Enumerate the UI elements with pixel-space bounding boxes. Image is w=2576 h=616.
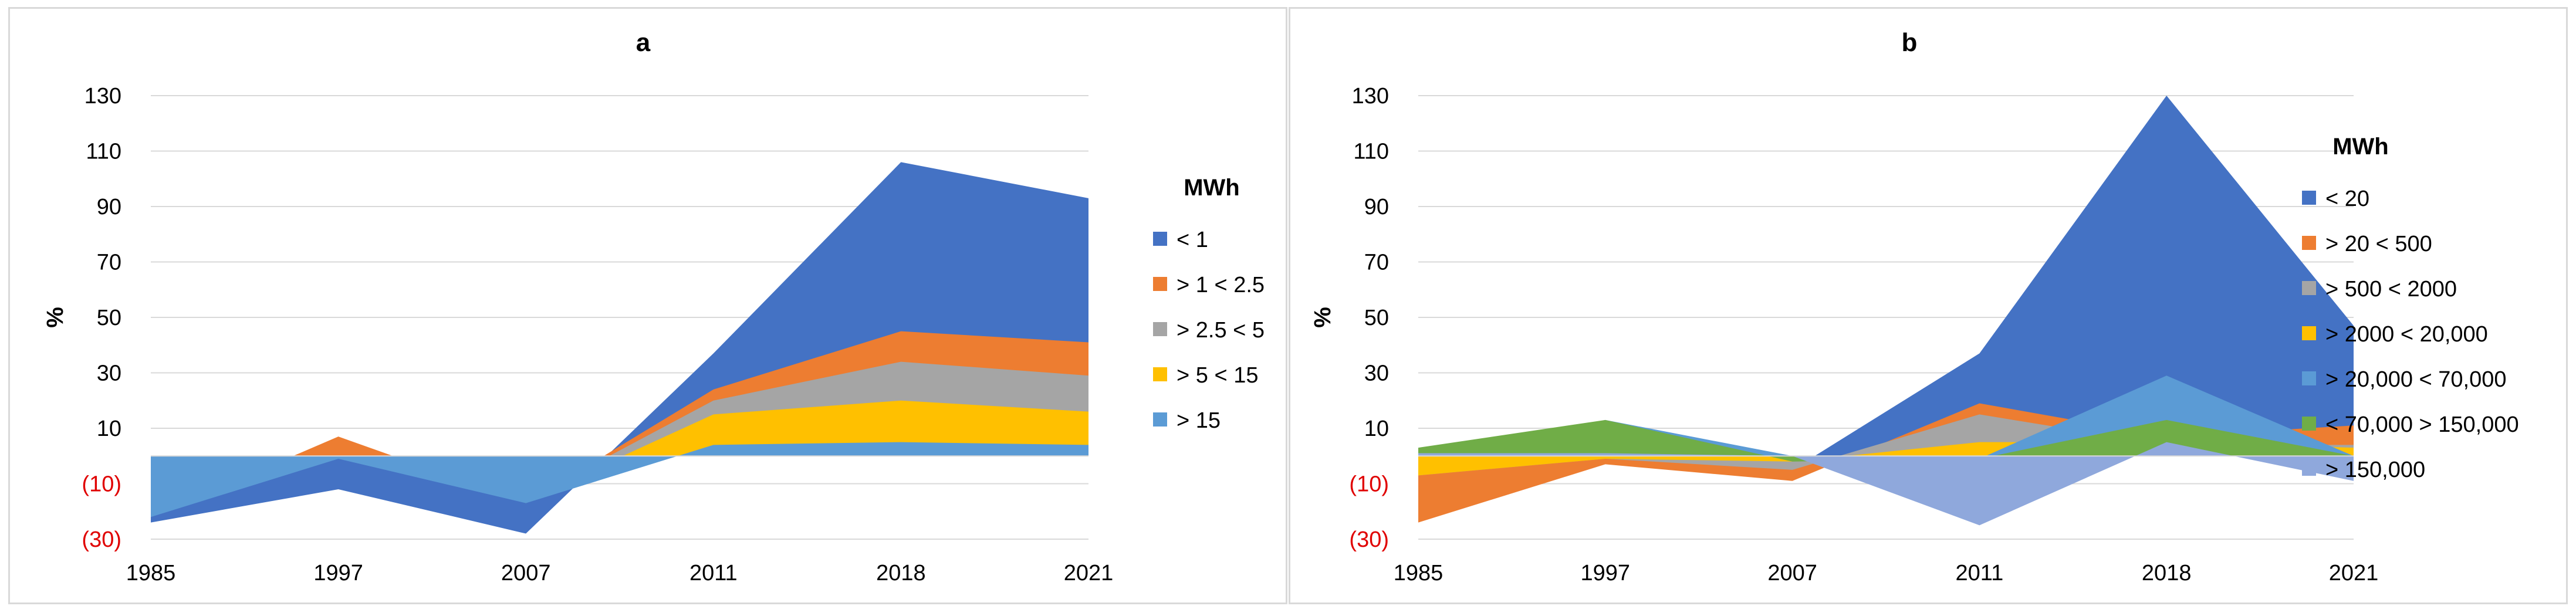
area-series-3 <box>151 361 1088 512</box>
legend-swatch <box>2302 371 2316 385</box>
legend-label: > 150,000 <box>2325 458 2425 482</box>
area-series-4 <box>151 400 1088 500</box>
y-tick-label: 70 <box>97 251 121 275</box>
area-series-3 <box>1418 414 2354 476</box>
legend-title: MWh <box>2332 134 2389 160</box>
y-tick-label: 110 <box>1353 140 1389 164</box>
y-tick-label: 90 <box>97 195 121 219</box>
y-axis-label: % <box>42 307 68 328</box>
y-tick-label: 30 <box>1364 361 1389 386</box>
x-tick-label: 1985 <box>126 561 176 585</box>
chart-a-canvas: a% 130 110 90 70 50 30 10 (10) (30)1985 1997 2007 20… <box>42 28 1265 585</box>
y-tick-label: (30) <box>1349 527 1389 552</box>
x-tick-label: 2021 <box>1064 561 1114 585</box>
legend-title: MWh <box>1184 175 1240 201</box>
chart-b-canvas: b% 130 110 90 70 50 30 10 (10) (30)1985 1997 2007 20… <box>1310 28 2519 585</box>
legend-label: < 70,000 > 150,000 <box>2325 412 2519 437</box>
y-tick-label: 70 <box>1364 251 1389 275</box>
y-tick-label: 10 <box>97 417 121 441</box>
chart-title: a <box>636 28 651 57</box>
y-tick-label: (10) <box>1349 472 1389 497</box>
y-tick-label: 10 <box>1364 417 1389 441</box>
legend-label: > 20 < 500 <box>2325 232 2432 256</box>
area-series-7 <box>1418 442 2354 526</box>
legend-swatch <box>2302 326 2316 340</box>
x-tick-label: 2021 <box>2329 561 2379 585</box>
x-tick-label: 2011 <box>1956 561 2004 585</box>
y-tick-label: (10) <box>82 472 121 497</box>
area-series-5 <box>151 442 1088 517</box>
legend-label: < 1 <box>1177 228 1208 252</box>
x-tick-label: 2018 <box>876 561 926 585</box>
legend-label: > 500 < 2000 <box>2325 277 2457 302</box>
legend-label: > 2000 < 20,000 <box>2325 322 2488 347</box>
y-tick-label: 130 <box>1352 84 1389 109</box>
legend-swatch <box>2302 191 2316 205</box>
chart-panel-a: a% 130 110 90 70 50 30 10 (10) (30) 1985 1997 2007 20… <box>8 7 1287 604</box>
x-tick-label: 2018 <box>2142 561 2192 585</box>
legend-swatch <box>1153 232 1167 246</box>
area-series-1 <box>1418 96 2354 476</box>
x-tick-label: 1985 <box>1394 561 1443 585</box>
x-tick-label: 2011 <box>689 561 738 585</box>
x-tick-label: 1997 <box>1581 561 1631 585</box>
legend-swatch <box>1153 322 1167 336</box>
area-series-6 <box>1418 419 2354 462</box>
legend-swatch <box>1153 367 1167 381</box>
legend-swatch <box>2302 462 2316 476</box>
y-tick-label: 130 <box>84 84 121 109</box>
legend-label: > 5 < 15 <box>1177 363 1258 388</box>
chart-title: b <box>1902 28 1918 57</box>
legend-label: > 1 < 2.5 <box>1177 273 1265 297</box>
x-tick-label: 2007 <box>1767 561 1817 585</box>
y-axis-label: % <box>1310 307 1336 328</box>
y-tick-label: 110 <box>86 140 121 164</box>
chart-panel-b: b% 130 110 90 70 50 30 10 (10) (30) 1985 1997 2007 20… <box>1289 7 2568 604</box>
legend-label: > 2.5 < 5 <box>1177 318 1265 343</box>
legend-swatch <box>1153 277 1167 291</box>
x-tick-label: 2007 <box>501 561 551 585</box>
x-tick-label: 1997 <box>313 561 363 585</box>
y-tick-label: 30 <box>97 361 121 386</box>
legend-swatch <box>1153 412 1167 427</box>
legend-swatch <box>2302 236 2316 250</box>
legend-swatch <box>2302 417 2316 431</box>
y-tick-label: 50 <box>97 306 121 330</box>
y-tick-label: 50 <box>1364 306 1389 330</box>
legend-swatch <box>2302 281 2316 295</box>
legend-label: > 15 <box>1177 408 1221 433</box>
legend-label: < 20 <box>2325 187 2369 211</box>
y-tick-label: (30) <box>82 527 121 552</box>
legend-label: > 20,000 < 70,000 <box>2325 367 2507 392</box>
y-tick-label: 90 <box>1364 195 1389 219</box>
